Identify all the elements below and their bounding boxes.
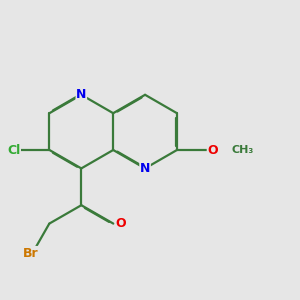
Text: O: O (207, 143, 218, 157)
Text: O: O (116, 217, 126, 230)
Text: N: N (76, 88, 86, 101)
Text: Cl: Cl (7, 143, 20, 157)
Text: N: N (140, 162, 150, 175)
Text: CH₃: CH₃ (231, 145, 253, 155)
Text: Br: Br (23, 247, 39, 260)
